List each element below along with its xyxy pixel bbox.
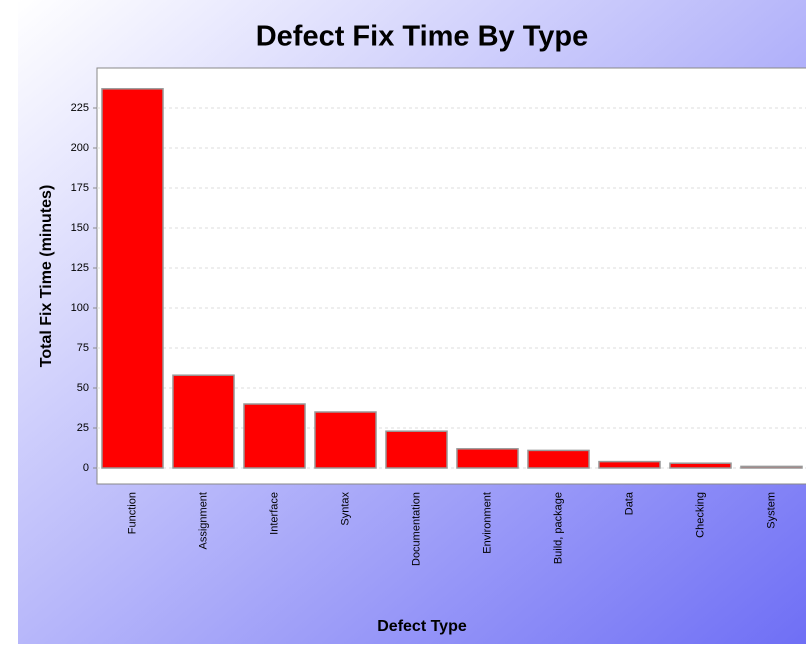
bar [243, 403, 306, 469]
bar [101, 88, 164, 469]
bar [314, 411, 377, 469]
bar [669, 462, 732, 469]
bar [385, 430, 448, 469]
x-tick-label: Interface [268, 492, 280, 535]
bar [527, 449, 590, 469]
y-tick-label: 225 [71, 102, 89, 114]
bar [740, 465, 803, 469]
x-tick-label: Data [623, 491, 635, 515]
bar [172, 374, 235, 469]
y-tick-label: 200 [71, 142, 89, 154]
y-tick-label: 50 [77, 382, 89, 394]
y-tick-label: 100 [71, 302, 89, 314]
x-tick-label: Assignment [197, 492, 209, 549]
x-tick-label: Environment [481, 492, 493, 554]
x-tick-label: Documentation [410, 492, 422, 566]
y-tick-label: 0 [83, 462, 89, 474]
x-axis-title: Defect Type [377, 618, 467, 635]
y-tick-label: 150 [71, 222, 89, 234]
bar [456, 448, 519, 469]
chart-title: Defect Fix Time By Type [256, 21, 589, 53]
x-tick-label: Build, package [552, 492, 564, 564]
x-tick-label: Syntax [339, 492, 351, 526]
y-tick-label: 25 [77, 422, 89, 434]
x-tick-label: Checking [694, 492, 706, 538]
x-tick-label: Function [126, 492, 138, 534]
y-tick-label: 75 [77, 342, 89, 354]
bar [598, 460, 661, 469]
x-tick-label: System [765, 492, 777, 529]
y-tick-label: 125 [71, 262, 89, 274]
y-tick-label: 175 [71, 182, 89, 194]
y-axis-title: Total Fix Time (minutes) [38, 185, 55, 368]
